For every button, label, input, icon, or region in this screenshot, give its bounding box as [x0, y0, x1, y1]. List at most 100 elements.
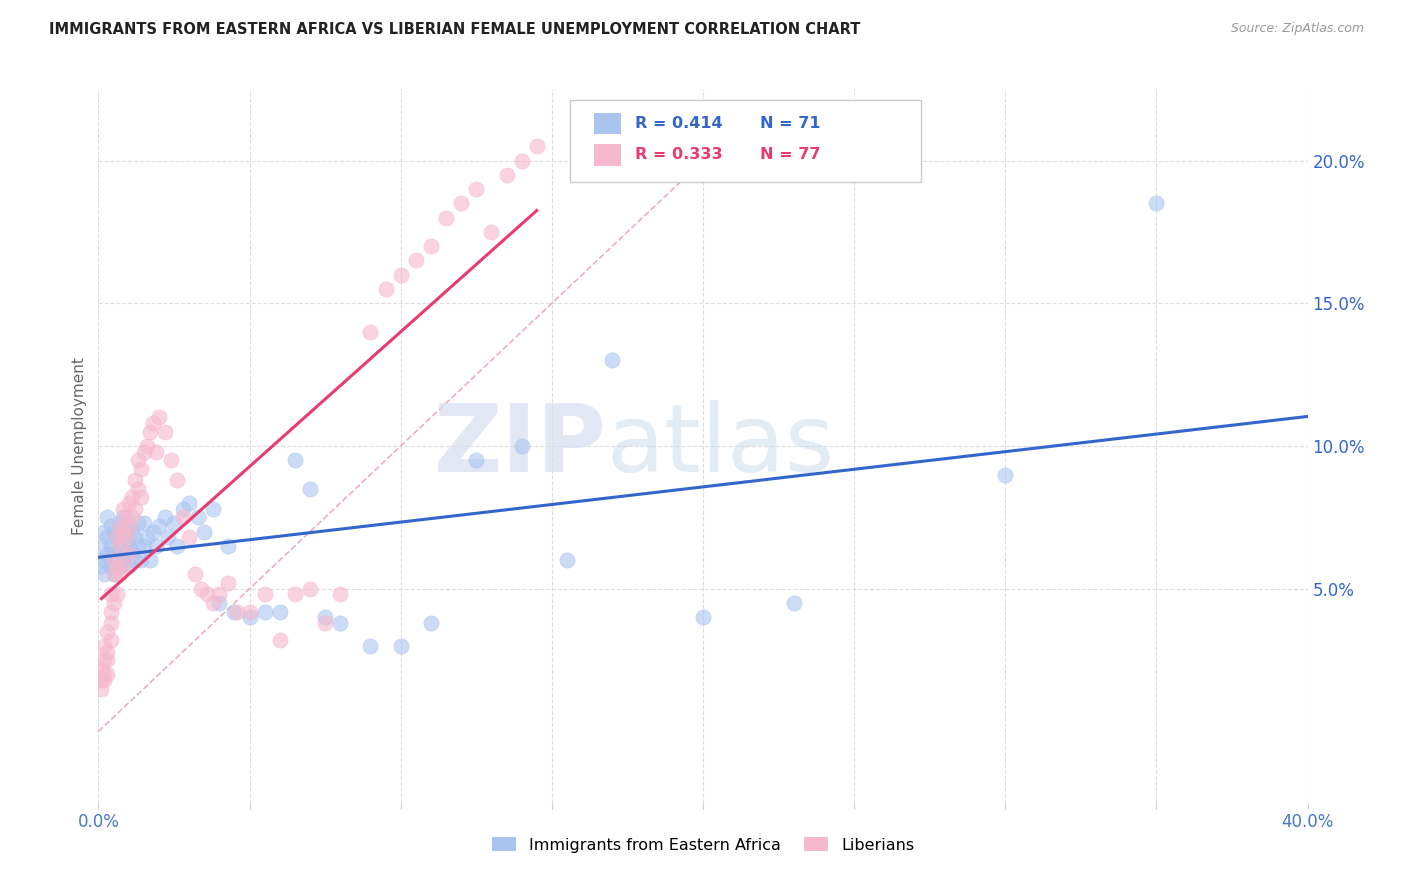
Point	[105, 587, 128, 601]
Point	[420, 239, 443, 253]
Point	[172, 501, 194, 516]
Point	[142, 524, 165, 539]
Text: IMMIGRANTS FROM EASTERN AFRICA VS LIBERIAN FEMALE UNEMPLOYMENT CORRELATION CHART: IMMIGRANTS FROM EASTERN AFRICA VS LIBERI…	[49, 22, 860, 37]
FancyBboxPatch shape	[569, 100, 921, 182]
Text: R = 0.333: R = 0.333	[636, 147, 723, 162]
Point	[111, 501, 134, 516]
Point	[124, 530, 146, 544]
Point	[111, 510, 134, 524]
Point	[114, 510, 136, 524]
Point	[226, 605, 249, 619]
Point	[118, 519, 141, 533]
Point	[1144, 196, 1167, 211]
Point	[114, 524, 136, 539]
Point	[145, 539, 167, 553]
Point	[114, 544, 136, 558]
Point	[555, 553, 578, 567]
Point	[127, 453, 149, 467]
Text: Source: ZipAtlas.com: Source: ZipAtlas.com	[1230, 22, 1364, 36]
Point	[239, 610, 262, 624]
Point	[217, 539, 239, 553]
Text: N = 71: N = 71	[759, 116, 820, 131]
Text: atlas: atlas	[606, 400, 835, 492]
Point	[100, 539, 122, 553]
Point	[96, 530, 118, 544]
Point	[269, 633, 291, 648]
Point	[108, 539, 131, 553]
Point	[118, 539, 141, 553]
Point	[90, 539, 112, 553]
Point	[208, 596, 231, 610]
Point	[208, 587, 231, 601]
Point	[90, 673, 112, 687]
Point	[184, 567, 207, 582]
Point	[93, 524, 115, 539]
Point	[111, 524, 134, 539]
Point	[139, 425, 162, 439]
Point	[96, 667, 118, 681]
Point	[103, 524, 125, 539]
Point	[495, 168, 517, 182]
Point	[172, 510, 194, 524]
Point	[129, 462, 152, 476]
Point	[118, 558, 141, 573]
Point	[93, 567, 115, 582]
Point	[166, 539, 188, 553]
Point	[124, 501, 146, 516]
Point	[100, 558, 122, 573]
Point	[118, 519, 141, 533]
Point	[96, 510, 118, 524]
Point	[299, 482, 322, 496]
Point	[179, 496, 201, 510]
Point	[142, 416, 165, 430]
Y-axis label: Female Unemployment: Female Unemployment	[72, 357, 87, 535]
Point	[314, 615, 336, 630]
Point	[124, 553, 146, 567]
Bar	[595, 145, 621, 166]
Point	[148, 410, 170, 425]
Point	[93, 553, 115, 567]
Point	[103, 544, 125, 558]
Text: R = 0.414: R = 0.414	[636, 116, 723, 131]
Point	[329, 587, 352, 601]
Point	[132, 539, 155, 553]
Point	[96, 653, 118, 667]
Point	[96, 624, 118, 639]
Point	[389, 268, 412, 282]
Point	[360, 325, 382, 339]
Point	[284, 453, 307, 467]
Point	[121, 491, 143, 505]
Point	[510, 153, 533, 168]
Point	[329, 615, 352, 630]
Point	[224, 605, 246, 619]
Point	[93, 667, 115, 681]
Point	[93, 673, 115, 687]
Point	[129, 553, 152, 567]
Point	[105, 558, 128, 573]
Point	[121, 524, 143, 539]
Point	[179, 530, 201, 544]
Point	[160, 453, 183, 467]
Point	[114, 530, 136, 544]
Point	[124, 473, 146, 487]
Point	[314, 610, 336, 624]
Point	[96, 644, 118, 658]
Point	[93, 639, 115, 653]
Point	[148, 519, 170, 533]
Legend: Immigrants from Eastern Africa, Liberians: Immigrants from Eastern Africa, Liberian…	[485, 830, 921, 859]
Point	[103, 567, 125, 582]
Point	[253, 605, 276, 619]
Point	[132, 444, 155, 458]
Point	[374, 282, 396, 296]
Point	[156, 530, 179, 544]
Point	[105, 530, 128, 544]
Point	[90, 681, 112, 696]
Point	[195, 587, 218, 601]
Point	[129, 491, 152, 505]
Point	[100, 519, 122, 533]
Point	[96, 548, 118, 562]
Point	[118, 548, 141, 562]
Point	[299, 582, 322, 596]
Text: ZIP: ZIP	[433, 400, 606, 492]
Point	[127, 539, 149, 553]
